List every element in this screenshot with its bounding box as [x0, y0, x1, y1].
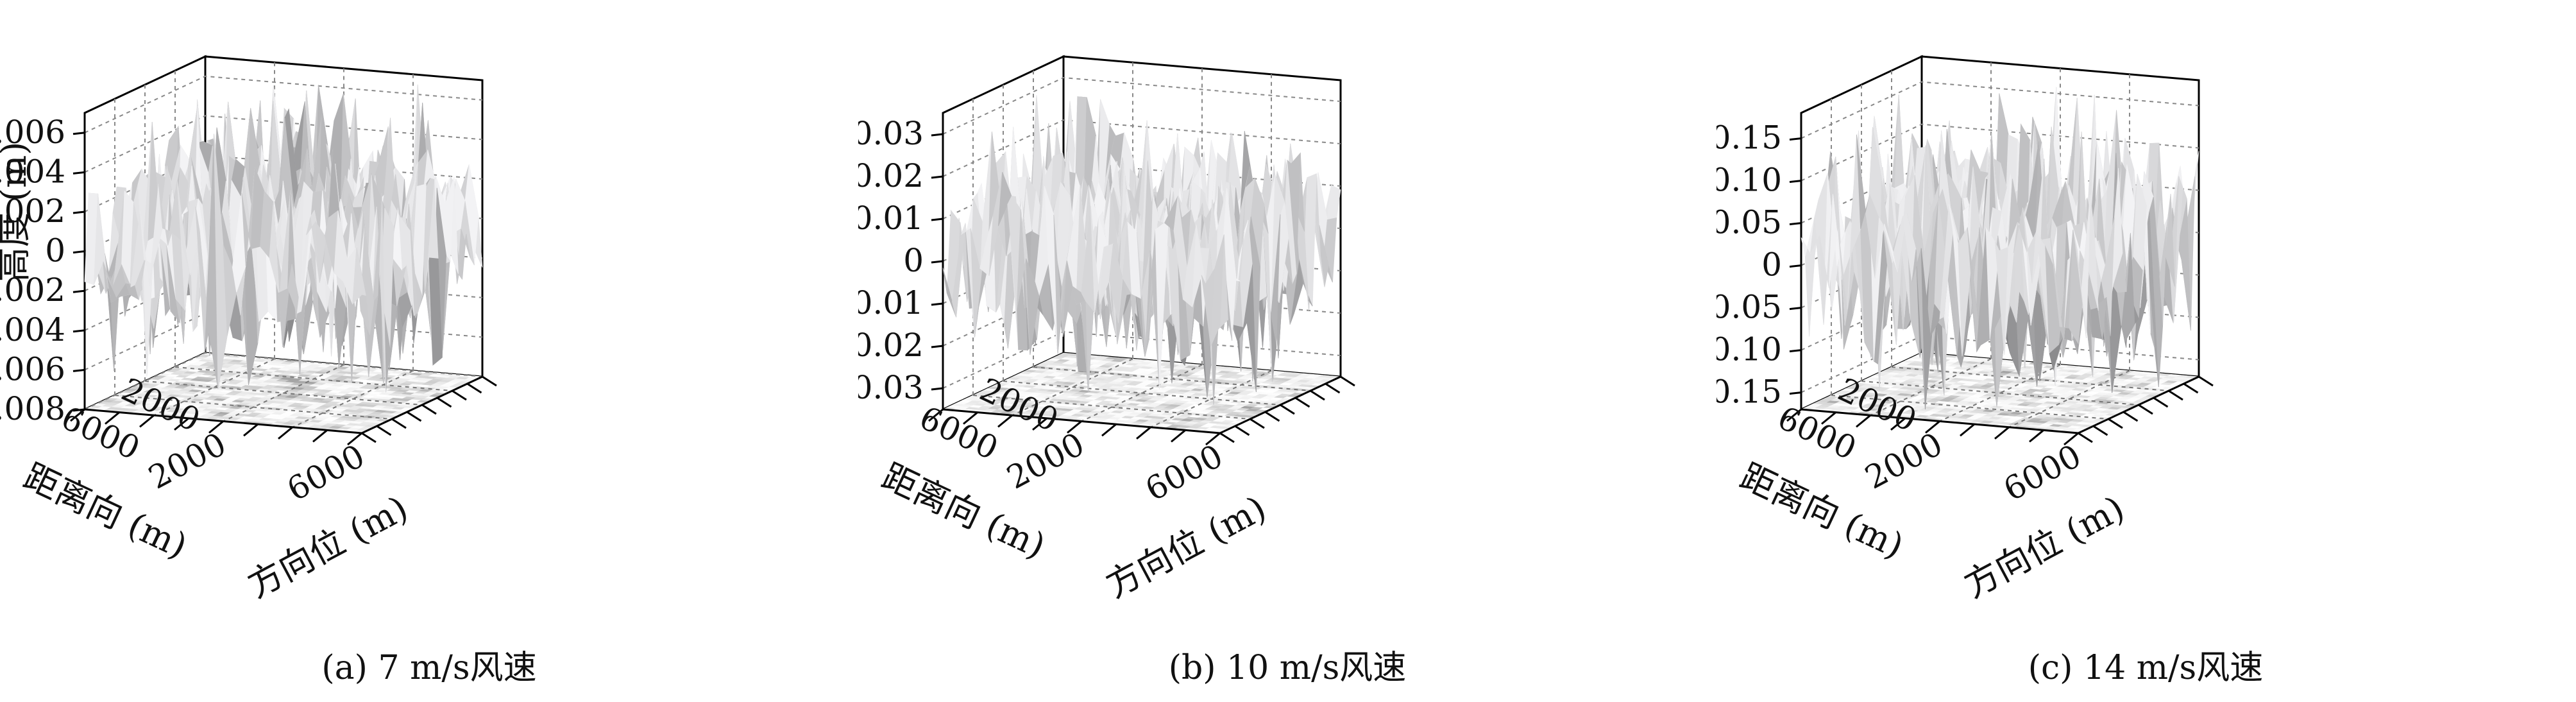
surface-plot-b: -0.03-0.02-0.0100.010.020.0320006000距离向 …	[858, 55, 1355, 606]
caption-c: (c) 14 m/s风速	[2028, 649, 2264, 687]
z-tick-label: -0.02	[858, 327, 924, 364]
floor-plane	[942, 352, 1342, 434]
z-tick-label: 0	[45, 232, 65, 270]
caption-b: (b) 10 m/s风速	[1168, 649, 1407, 687]
z-tick-label: 0.02	[858, 157, 924, 194]
y-tick-label: 6000	[281, 437, 371, 508]
z-tick-label: 0	[1761, 246, 1782, 284]
z-tick-label: 0.006	[0, 114, 65, 151]
z-tick-label: 0.002	[0, 193, 65, 230]
floor-plane	[1800, 352, 2200, 434]
z-tick-label: 0.01	[858, 200, 924, 237]
panel-a: -0.008-0.006-0.004-0.00200.0020.0040.006…	[0, 0, 858, 702]
caption-a: (a) 7 m/s风速	[321, 649, 537, 687]
surface-mesh	[84, 84, 483, 393]
surface-mesh	[942, 95, 1341, 405]
surface-plot-a: -0.008-0.006-0.004-0.00200.0020.0040.006…	[0, 55, 497, 606]
z-tick-label: -0.006	[0, 350, 65, 388]
z-tick-label: 0.05	[1716, 204, 1782, 241]
z-tick-label: -0.15	[1716, 373, 1782, 411]
z-axis-title: 高度 (m)	[0, 142, 34, 282]
panel-c: -0.15-0.10-0.0500.050.100.1520006000距离向 …	[1716, 0, 2575, 702]
z-tick-label: -0.03	[858, 369, 924, 406]
surface-mesh	[1801, 87, 2199, 409]
floor-plane	[83, 352, 484, 434]
z-axis: -0.008-0.006-0.004-0.00200.0020.0040.006…	[0, 75, 483, 434]
z-tick-label: -0.10	[1716, 331, 1782, 368]
z-tick-label: 0	[903, 242, 924, 279]
panel-b: -0.03-0.02-0.0100.010.020.0320006000距离向 …	[858, 0, 1716, 702]
z-tick-label: -0.01	[858, 284, 924, 321]
surface-plot-c: -0.15-0.10-0.0500.050.100.1520006000距离向 …	[1716, 55, 2214, 606]
z-tick-label: -0.004	[0, 311, 65, 348]
y-axis-title: 方向位 (m)	[1099, 488, 1273, 606]
y-axis-title: 方向位 (m)	[1958, 488, 2131, 606]
z-tick-label: -0.008	[0, 390, 65, 427]
z-tick-label: 0.004	[0, 153, 65, 190]
z-tick-label: 0.15	[1716, 119, 1782, 157]
z-tick-label: 0.03	[858, 115, 924, 152]
y-tick-label: 6000	[1997, 437, 2087, 508]
y-axis-title: 方向位 (m)	[241, 488, 414, 606]
z-tick-label: -0.002	[0, 271, 65, 309]
y-tick-label: 6000	[1139, 437, 1229, 508]
z-tick-label: 0.10	[1716, 162, 1782, 199]
z-tick-label: -0.05	[1716, 289, 1782, 326]
